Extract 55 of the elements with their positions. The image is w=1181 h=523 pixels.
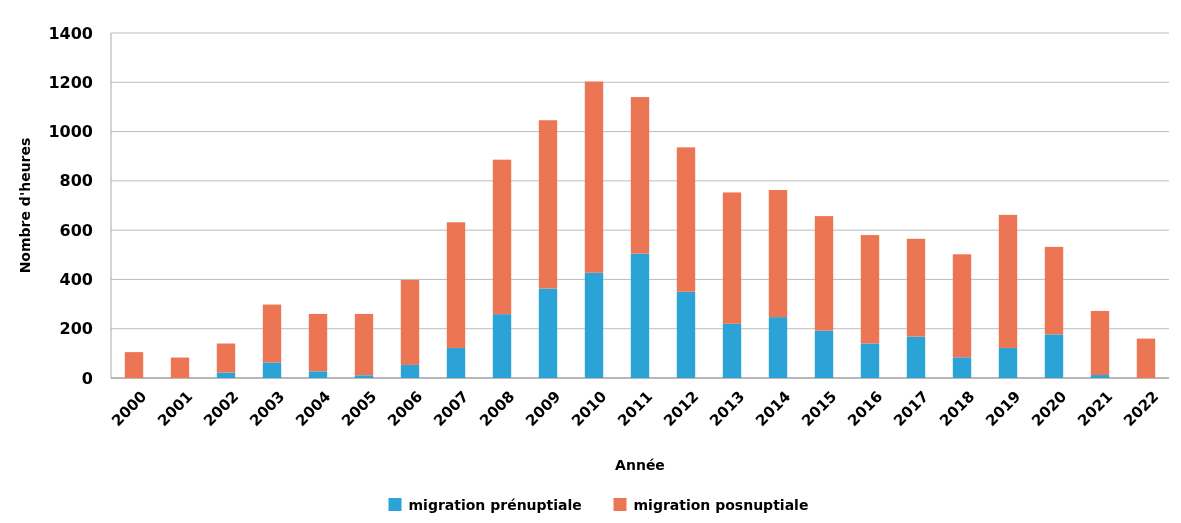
bar [906,336,926,378]
bar [492,314,512,378]
y-tick-label: 1000 [48,122,93,142]
y-tick-label: 1200 [48,72,93,92]
bar [216,372,236,378]
bar [630,253,650,378]
y-tick-label: 1400 [48,23,93,43]
x-axis-title: Année [615,457,665,473]
bar [354,313,374,376]
bar [722,323,742,378]
bar [1090,375,1110,378]
y-tick-label: 600 [59,220,93,240]
bar [400,364,420,378]
bar [170,357,190,378]
bar [354,375,374,378]
y-tick-label: 200 [59,319,93,339]
bar [952,254,972,358]
y-tick-label: 800 [59,171,93,191]
y-axis-title: Nombre d'heures [17,137,33,274]
bar [400,279,420,365]
bar [906,238,926,337]
bar [860,235,880,344]
bar [538,120,558,289]
bar [538,288,558,378]
bar [584,81,604,273]
bar [308,313,328,372]
bar [768,189,788,318]
bar [124,352,144,378]
bar [308,371,328,378]
bar [1136,338,1156,378]
bar [1044,334,1064,378]
bar [630,97,650,254]
bar [860,343,880,378]
bar [584,272,604,378]
legend-label: migration prénuptiale [408,497,582,513]
bar [1044,246,1064,335]
bar [814,330,834,378]
bar [216,343,236,373]
bar [952,357,972,378]
bar [722,192,742,324]
bar [768,317,788,378]
bar [262,362,282,378]
bar [446,347,466,378]
bar [1090,310,1110,376]
y-tick-label: 0 [81,368,93,388]
bar [814,216,834,331]
bar [998,214,1018,348]
bar [998,347,1018,378]
y-tick-label: 400 [59,270,93,290]
legend-label: migration posnuptiale [633,497,809,513]
bar [492,159,512,315]
bar [676,147,696,292]
bar [676,291,696,378]
bar [262,304,282,363]
bar [446,222,466,348]
